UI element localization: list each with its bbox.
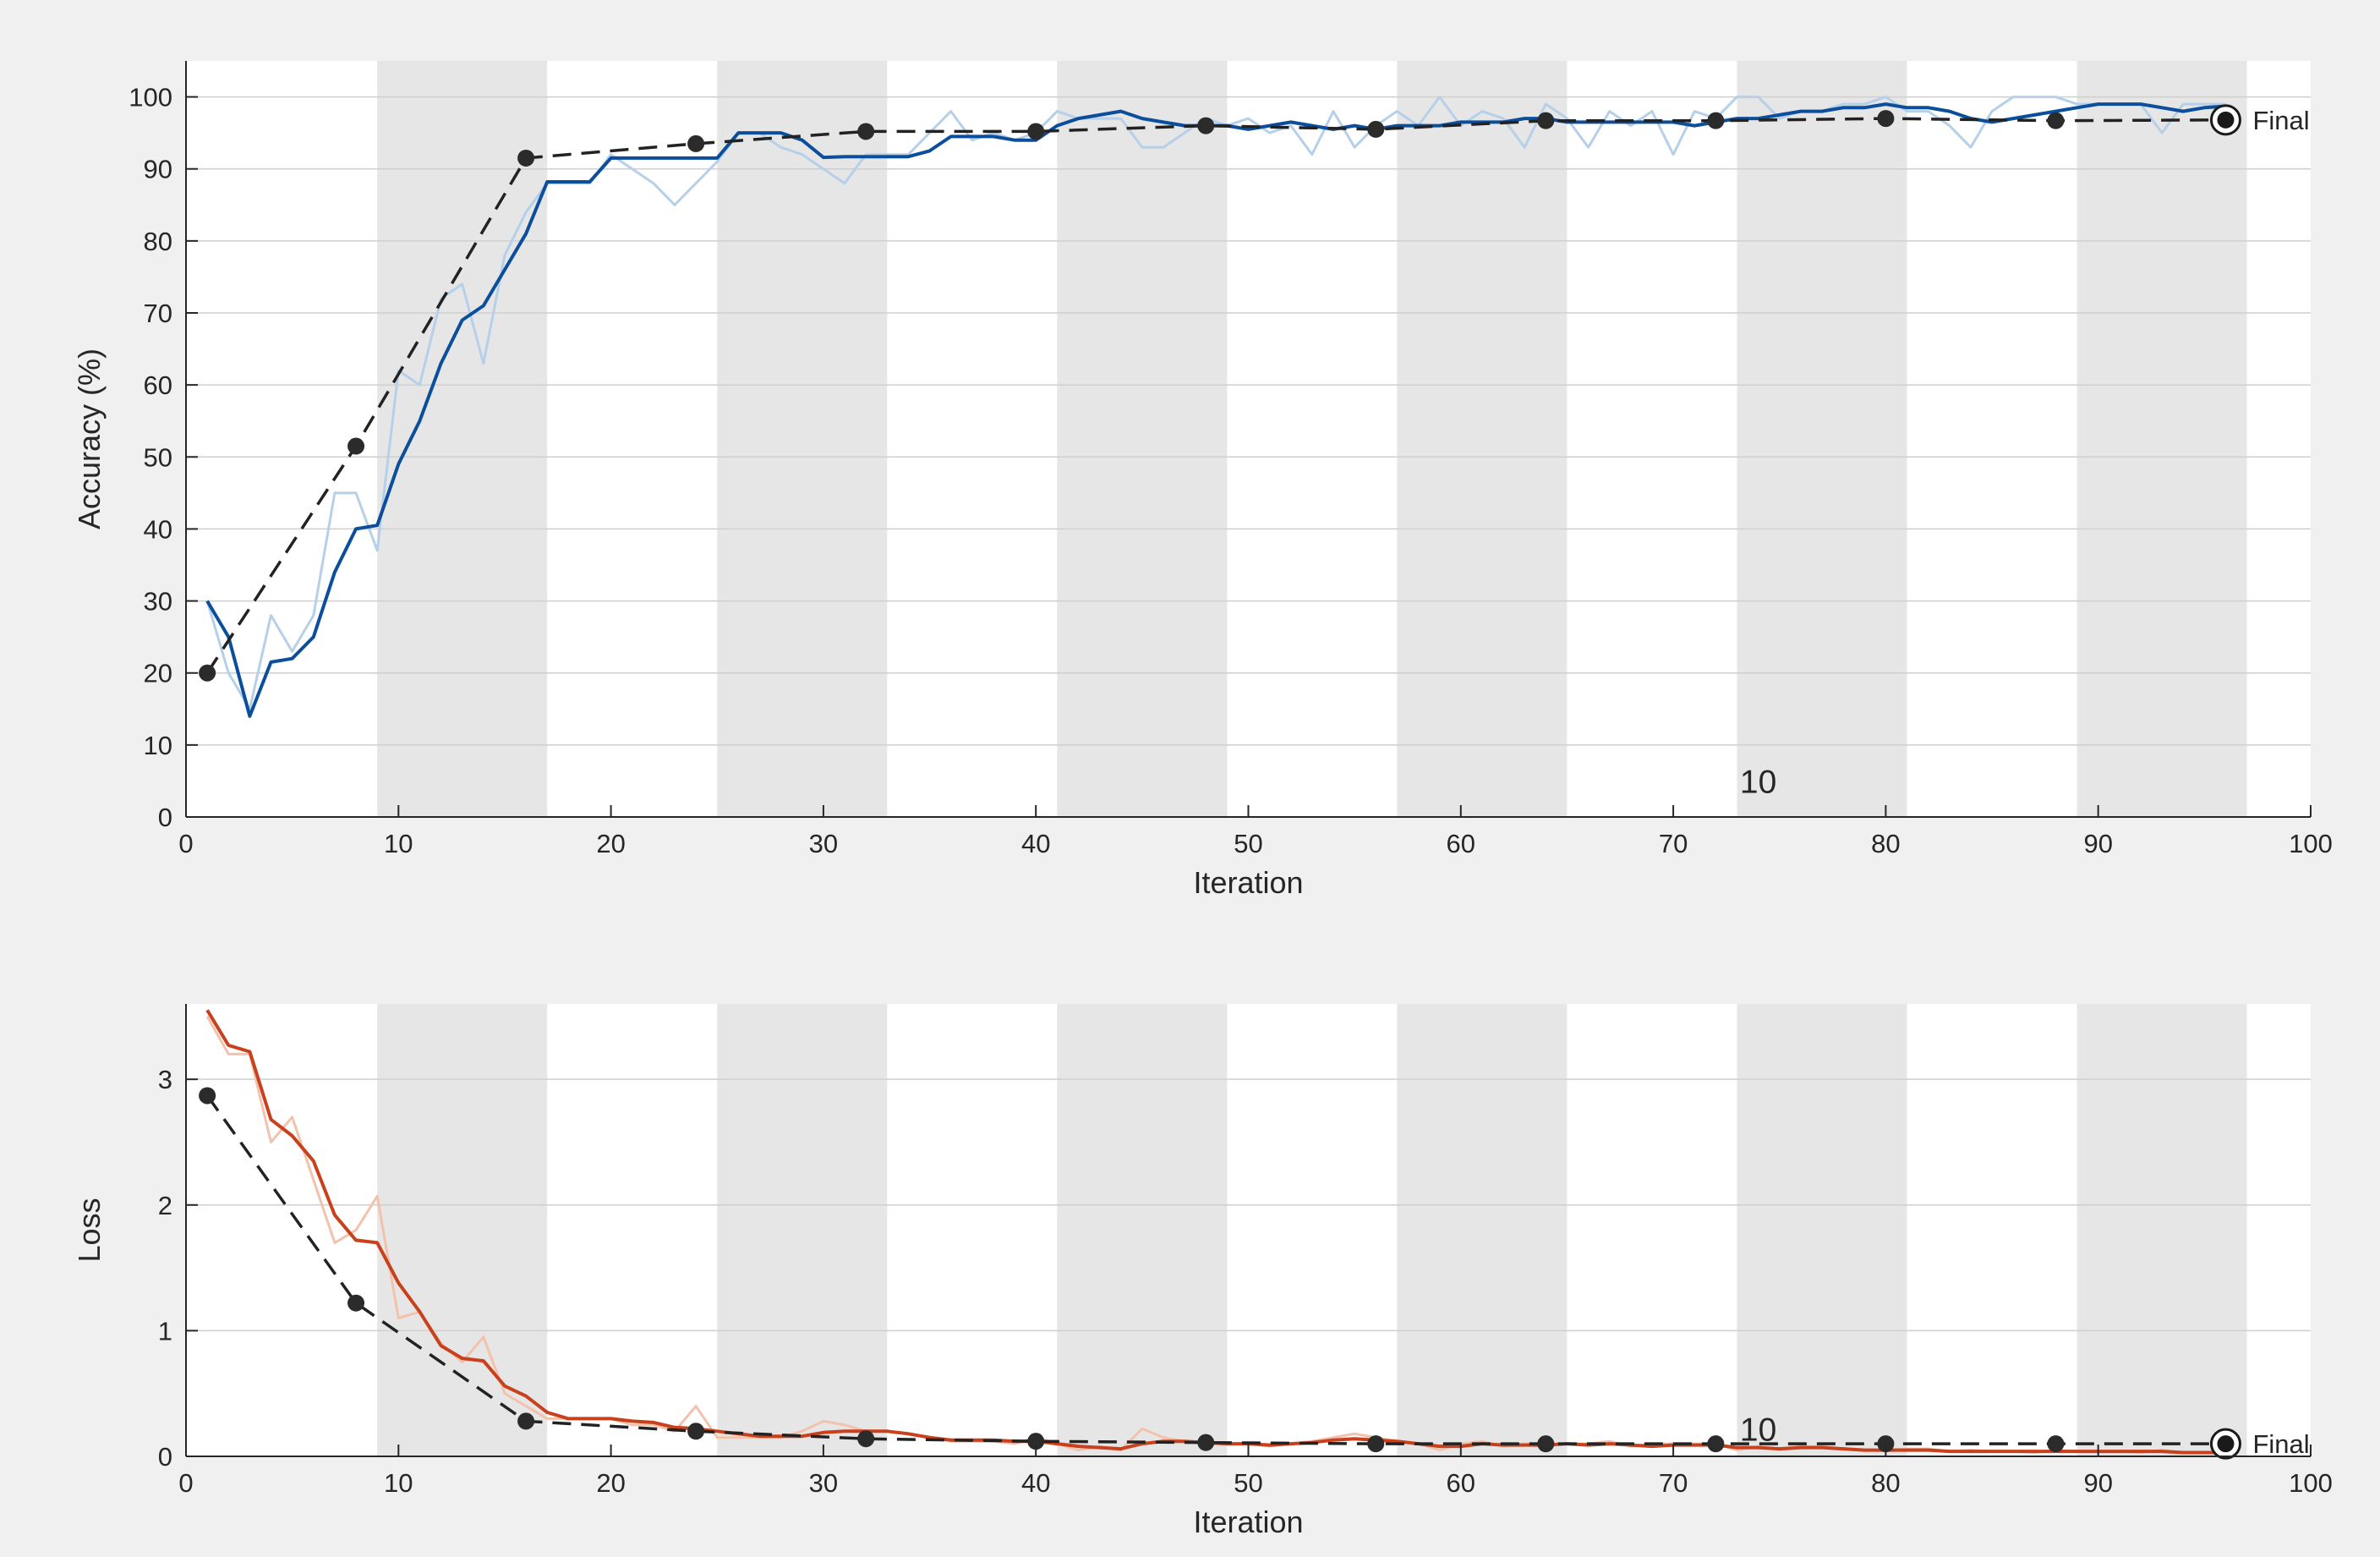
y-axis-label: Loss <box>72 1198 107 1262</box>
x-tick-label: 40 <box>1021 1468 1050 1498</box>
epoch-band <box>2076 61 2247 817</box>
x-tick-label: 10 <box>384 1468 413 1498</box>
epoch-band <box>1737 1004 1907 1456</box>
epoch-band <box>1737 61 1907 817</box>
x-tick-label: 30 <box>809 1468 838 1498</box>
epoch-band <box>717 61 888 817</box>
y-axis-label: Accuracy (%) <box>72 348 107 529</box>
x-tick-label: 60 <box>1447 1468 1475 1498</box>
x-tick-label: 60 <box>1447 829 1475 858</box>
validation-point <box>1707 112 1725 129</box>
validation-point <box>517 149 535 167</box>
validation-point <box>2047 1435 2065 1453</box>
epoch-band <box>1397 1004 1568 1456</box>
x-tick-label: 80 <box>1871 1468 1900 1498</box>
x-tick-label: 90 <box>2083 829 2112 858</box>
x-axis-label: Iteration <box>1193 1505 1303 1539</box>
validation-point <box>1027 1433 1045 1450</box>
y-tick-label: 0 <box>158 1442 172 1472</box>
y-tick-label: 10 <box>144 731 172 760</box>
y-tick-label: 40 <box>144 514 172 544</box>
x-tick-label: 80 <box>1871 829 1900 858</box>
x-tick-label: 0 <box>178 829 193 858</box>
y-tick-label: 2 <box>158 1191 172 1220</box>
x-tick-label: 70 <box>1659 1468 1688 1498</box>
epoch-annotation: 10 <box>1740 1412 1776 1448</box>
y-tick-label: 100 <box>129 83 172 112</box>
validation-point <box>1537 1435 1555 1453</box>
y-tick-label: 1 <box>158 1316 172 1346</box>
validation-point <box>1537 112 1555 129</box>
epoch-band <box>1057 61 1228 817</box>
validation-point <box>857 1430 875 1448</box>
x-tick-label: 50 <box>1234 1468 1262 1498</box>
x-tick-label: 100 <box>2289 1468 2333 1498</box>
x-tick-label: 100 <box>2289 829 2333 858</box>
y-tick-label: 30 <box>144 587 172 617</box>
validation-point <box>199 664 216 682</box>
x-tick-label: 20 <box>596 1468 625 1498</box>
validation-point <box>347 437 365 455</box>
validation-point <box>199 1087 216 1105</box>
y-tick-label: 3 <box>158 1065 172 1094</box>
validation-point <box>1197 117 1215 134</box>
x-axis-label: Iteration <box>1193 865 1303 900</box>
x-tick-label: 90 <box>2083 1468 2112 1498</box>
x-tick-label: 50 <box>1234 829 1262 858</box>
final-marker-dot <box>2217 111 2235 129</box>
x-tick-label: 20 <box>596 829 625 858</box>
y-tick-label: 70 <box>144 299 172 328</box>
y-tick-label: 90 <box>144 155 172 184</box>
validation-point <box>517 1412 535 1430</box>
y-tick-label: 50 <box>144 442 172 472</box>
validation-point <box>1877 1435 1895 1453</box>
validation-point <box>1707 1435 1725 1453</box>
epoch-band <box>1397 61 1568 817</box>
x-tick-label: 30 <box>809 829 838 858</box>
final-marker-dot <box>2217 1435 2235 1453</box>
epoch-band <box>1057 1004 1228 1456</box>
y-tick-label: 80 <box>144 227 172 256</box>
y-tick-label: 60 <box>144 370 172 400</box>
x-tick-label: 70 <box>1659 829 1688 858</box>
epoch-band <box>377 61 548 817</box>
validation-point <box>857 123 875 140</box>
epoch-annotation: 10 <box>1740 764 1776 800</box>
y-tick-label: 20 <box>144 659 172 688</box>
epoch-band <box>717 1004 888 1456</box>
validation-point <box>687 1423 705 1440</box>
epoch-band <box>377 1004 548 1456</box>
y-tick-label: 0 <box>158 803 172 832</box>
validation-point <box>1027 123 1045 140</box>
validation-point <box>1367 1435 1385 1453</box>
x-tick-label: 40 <box>1021 829 1050 858</box>
x-tick-label: 0 <box>178 1468 193 1498</box>
validation-point <box>2047 112 2065 129</box>
validation-point <box>1197 1434 1215 1451</box>
epoch-band <box>2076 1004 2247 1456</box>
validation-point <box>347 1294 365 1312</box>
final-label: Final <box>2252 1429 2309 1459</box>
final-label: Final <box>2252 106 2309 135</box>
validation-point <box>1367 120 1385 138</box>
validation-point <box>1877 110 1895 128</box>
validation-point <box>687 134 705 152</box>
x-tick-label: 10 <box>384 829 413 858</box>
